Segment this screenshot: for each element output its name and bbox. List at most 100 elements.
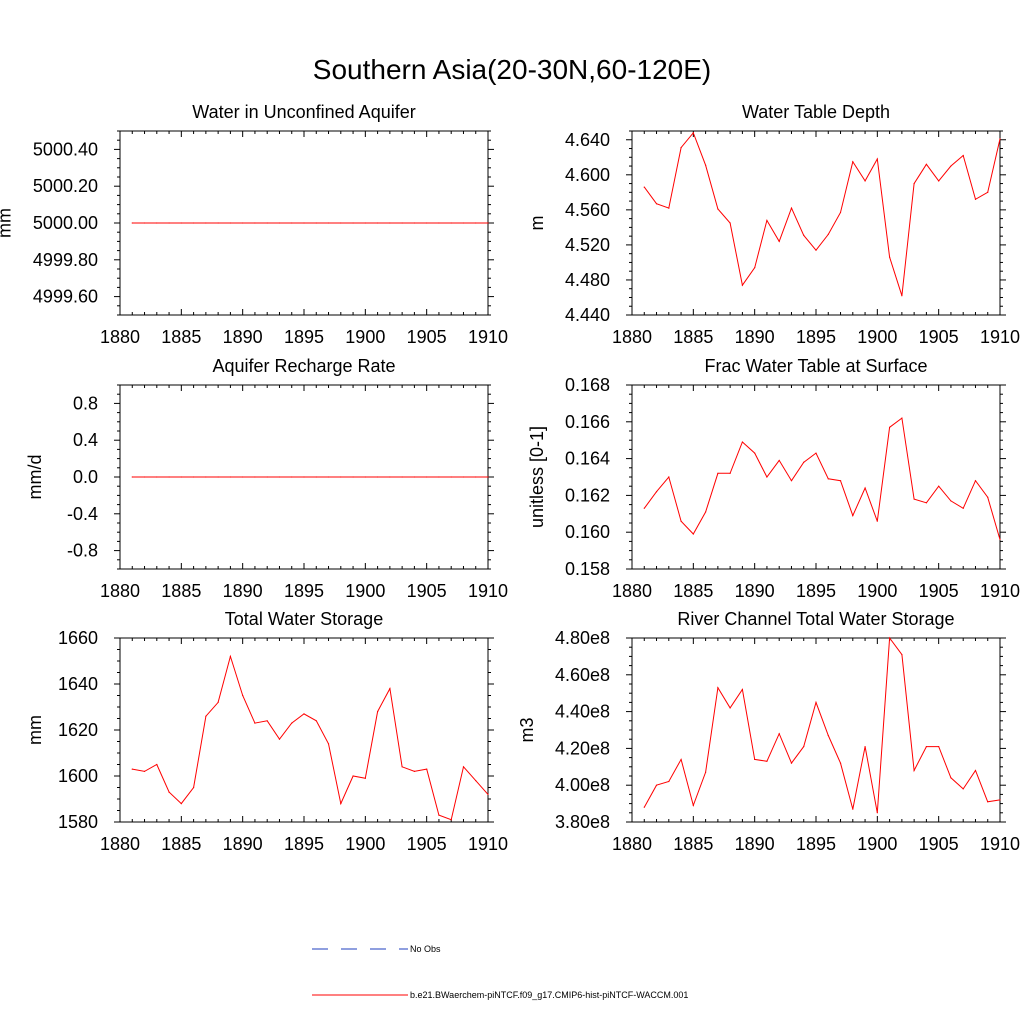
- data-point: [962, 507, 964, 509]
- x-tick-label: 1895: [284, 327, 324, 347]
- data-point: [450, 476, 452, 478]
- data-point: [668, 780, 670, 783]
- data-point: [643, 806, 645, 808]
- data-point: [217, 476, 219, 478]
- data-point: [266, 476, 268, 478]
- plot-frame: [631, 384, 1001, 570]
- y-tick-label: 5000.00: [33, 213, 98, 233]
- x-tick-label: 1905: [919, 834, 959, 854]
- y-axis-label: m: [527, 216, 547, 231]
- data-point: [426, 222, 428, 224]
- data-point: [925, 502, 928, 504]
- data-point: [692, 533, 694, 535]
- y-tick-label: 4999.80: [33, 250, 98, 270]
- x-tick-label: 1885: [673, 327, 713, 347]
- data-point: [717, 472, 719, 474]
- data-point: [462, 766, 465, 768]
- data-point: [389, 222, 391, 224]
- panel-aquifer-recharge-rate: Aquifer Recharge Rate 1880 1885 1890 1895 190…: [25, 356, 508, 601]
- data-point: [413, 770, 415, 773]
- legend-label-no-obs: No Obs: [410, 944, 441, 954]
- data-point: [131, 476, 133, 478]
- data-point: [815, 249, 817, 251]
- data-line: [132, 654, 489, 821]
- data-point: [655, 203, 658, 205]
- x-tick-label: 1880: [100, 581, 140, 601]
- y-tick-label: 4.600: [565, 165, 610, 185]
- data-point: [790, 762, 793, 764]
- y-tick-label: -0.8: [67, 541, 98, 561]
- data-point: [999, 799, 1001, 801]
- data-point: [643, 507, 645, 509]
- data-point: [717, 208, 719, 210]
- data-point: [438, 476, 440, 478]
- data-point: [925, 745, 928, 748]
- data-point: [193, 786, 195, 789]
- data-point: [487, 476, 489, 478]
- y-axis-label: mm/d: [25, 455, 45, 500]
- data-point: [364, 777, 366, 779]
- data-point: [729, 472, 731, 474]
- panel-title: Frac Water Table at Surface: [704, 356, 927, 376]
- x-tick-label: 1890: [223, 581, 263, 601]
- data-point: [205, 715, 207, 717]
- data-point: [229, 222, 231, 224]
- panel-total-water-storage: Total Water Storage 1880 1885 1890 1895 1900 1…: [25, 609, 508, 854]
- data-point: [962, 154, 964, 157]
- data-point: [852, 808, 854, 810]
- data-line: [643, 636, 1001, 813]
- y-tick-label: 4.60e8: [555, 665, 610, 685]
- data-point: [168, 222, 170, 224]
- y-tick-label: 0.166: [565, 412, 610, 432]
- data-point: [340, 222, 342, 224]
- data-point: [143, 476, 146, 478]
- data-point: [278, 222, 281, 224]
- data-point: [889, 256, 891, 258]
- data-point: [193, 222, 195, 224]
- data-point: [778, 733, 780, 735]
- data-point: [717, 687, 719, 689]
- data-point: [864, 487, 866, 489]
- data-point: [766, 760, 768, 762]
- data-point: [974, 769, 977, 772]
- data-point: [168, 791, 170, 793]
- data-point: [450, 222, 452, 224]
- y-tick-label: 4.520: [565, 235, 610, 255]
- data-point: [205, 222, 207, 224]
- plot-frame: [119, 637, 489, 823]
- data-point: [852, 515, 854, 517]
- panel-frac-water-table-at-surface: Frac Water Table at Surface 1880 1885 1890 1…: [527, 356, 1020, 601]
- panel-title: Aquifer Recharge Rate: [212, 356, 395, 376]
- data-point: [864, 180, 866, 182]
- data-point: [668, 207, 670, 209]
- data-point: [643, 186, 645, 188]
- data-point: [131, 768, 133, 770]
- data-point: [401, 766, 403, 768]
- data-point: [315, 720, 317, 722]
- x-tick-label: 1880: [612, 327, 652, 347]
- data-point: [352, 476, 354, 478]
- data-line: [643, 131, 1001, 296]
- x-tick-label: 1880: [100, 834, 140, 854]
- data-point: [143, 770, 146, 773]
- data-point: [938, 180, 940, 182]
- x-tick-label: 1900: [345, 834, 385, 854]
- data-point: [303, 222, 305, 224]
- y-tick-label: 0.0: [73, 467, 98, 487]
- data-point: [950, 777, 952, 779]
- y-tick-label: 1660: [58, 628, 98, 648]
- data-point: [254, 222, 256, 224]
- x-tick-label: 1910: [468, 581, 508, 601]
- data-point: [254, 722, 256, 724]
- data-point: [913, 498, 915, 500]
- y-axis-label: unitless [0-1]: [527, 426, 547, 528]
- data-point: [278, 476, 281, 478]
- y-tick-label: 0.8: [73, 393, 98, 413]
- data-point: [889, 426, 891, 428]
- data-point: [278, 738, 281, 740]
- x-tick-label: 1880: [612, 581, 652, 601]
- data-point: [377, 222, 379, 224]
- data-point: [754, 452, 756, 454]
- figure-title: Southern Asia(20-30N,60-120E): [312, 54, 712, 85]
